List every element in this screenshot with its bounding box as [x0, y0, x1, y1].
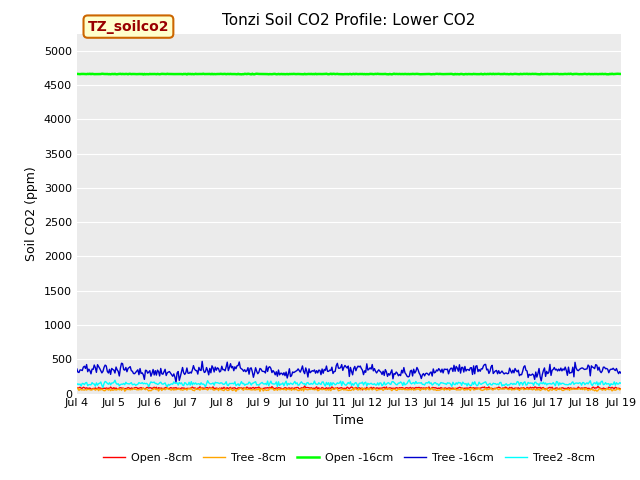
Open -16cm — [520, 71, 527, 77]
Tree -8cm — [521, 386, 529, 392]
Tree -8cm — [332, 385, 340, 391]
Open -16cm — [183, 72, 191, 77]
Legend: Open -8cm, Tree -8cm, Open -16cm, Tree -16cm, Tree2 -8cm: Open -8cm, Tree -8cm, Open -16cm, Tree -… — [99, 448, 599, 467]
Tree -16cm — [606, 367, 614, 373]
Open -16cm — [332, 71, 340, 77]
Tree -16cm — [369, 368, 377, 374]
Open -16cm — [398, 71, 406, 77]
Tree -8cm — [617, 386, 625, 392]
Tree2 -8cm — [73, 382, 81, 387]
Tree2 -8cm — [369, 382, 376, 387]
Open -8cm — [73, 385, 81, 391]
Tree2 -8cm — [606, 383, 614, 389]
Open -8cm — [358, 387, 366, 393]
Line: Open -8cm: Open -8cm — [77, 386, 621, 390]
Tree2 -8cm — [336, 380, 344, 386]
Tree -8cm — [399, 386, 406, 392]
Open -16cm — [73, 71, 81, 77]
Open -16cm — [606, 71, 614, 77]
Open -16cm — [617, 71, 625, 77]
Tree -8cm — [606, 386, 614, 392]
Tree -8cm — [369, 386, 377, 392]
Tree2 -8cm — [332, 381, 340, 387]
Open -16cm — [369, 71, 376, 77]
Open -8cm — [301, 383, 308, 389]
Tree -16cm — [617, 370, 625, 376]
Open -16cm — [567, 71, 575, 77]
Tree -16cm — [73, 366, 81, 372]
Tree -16cm — [198, 359, 206, 364]
Tree -16cm — [521, 363, 529, 369]
Open -8cm — [399, 385, 406, 391]
Open -8cm — [369, 384, 377, 390]
Tree2 -8cm — [617, 380, 625, 386]
Line: Tree2 -8cm: Tree2 -8cm — [77, 380, 621, 387]
Tree -8cm — [232, 388, 240, 394]
Open -8cm — [332, 385, 340, 391]
Tree2 -8cm — [99, 384, 107, 390]
Tree2 -8cm — [521, 379, 529, 384]
Tree -8cm — [351, 385, 358, 391]
Tree -16cm — [333, 360, 341, 366]
Tree -16cm — [172, 379, 180, 385]
Open -8cm — [336, 385, 344, 391]
Tree2 -8cm — [406, 377, 413, 383]
Tree -16cm — [399, 370, 406, 376]
X-axis label: Time: Time — [333, 414, 364, 427]
Tree -8cm — [336, 387, 344, 393]
Title: Tonzi Soil CO2 Profile: Lower CO2: Tonzi Soil CO2 Profile: Lower CO2 — [222, 13, 476, 28]
Tree2 -8cm — [398, 380, 406, 386]
Text: TZ_soilco2: TZ_soilco2 — [88, 20, 169, 34]
Open -16cm — [336, 71, 344, 77]
Y-axis label: Soil CO2 (ppm): Soil CO2 (ppm) — [25, 166, 38, 261]
Line: Tree -8cm: Tree -8cm — [77, 388, 621, 391]
Tree -16cm — [337, 365, 344, 371]
Tree -8cm — [73, 386, 81, 392]
Open -8cm — [606, 385, 614, 391]
Open -8cm — [617, 386, 625, 392]
Line: Tree -16cm: Tree -16cm — [77, 361, 621, 382]
Open -8cm — [521, 386, 529, 392]
